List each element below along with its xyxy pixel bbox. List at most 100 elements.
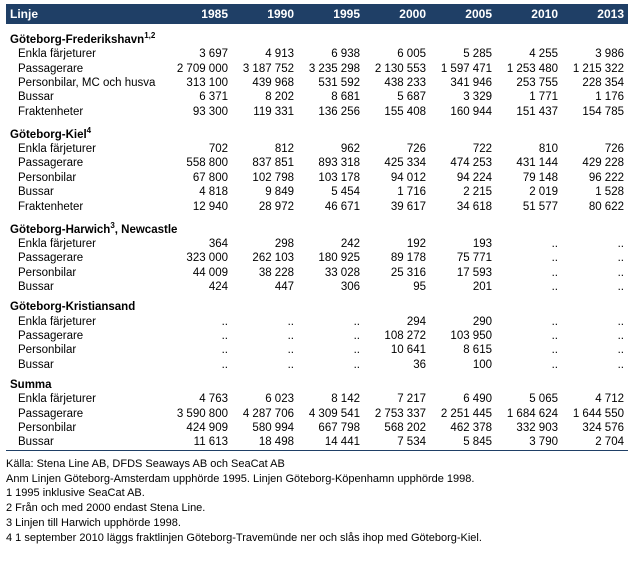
header-year: 1995: [298, 4, 364, 24]
cell: ..: [298, 358, 364, 372]
row-label: Personbilar: [6, 343, 166, 357]
table-row: Personbilar424 909580 994667 798568 2024…: [6, 421, 628, 435]
cell: 136 256: [298, 105, 364, 119]
table-row: Fraktenheter12 94028 97246 67139 61734 6…: [6, 199, 628, 213]
ferry-table: Linje 1985 1990 1995 2000 2005 2010 2013…: [6, 4, 628, 451]
cell: 10 641: [364, 343, 430, 357]
cell: ..: [562, 266, 628, 280]
cell: 51 577: [496, 199, 562, 213]
section-sup: 1,2: [144, 31, 155, 40]
cell: 12 940: [166, 199, 232, 213]
cell: 3 986: [562, 47, 628, 61]
table-row: Bussar11 61318 49814 4417 5345 8453 7902…: [6, 435, 628, 450]
cell: 424 909: [166, 421, 232, 435]
footnote-line: 4 1 september 2010 läggs fraktlinjen Göt…: [6, 531, 628, 546]
cell: 75 771: [430, 251, 496, 265]
section-title: Göteborg-Kristiansand: [6, 294, 628, 314]
cell: 8 615: [430, 343, 496, 357]
cell: 810: [496, 142, 562, 156]
cell: 3 329: [430, 90, 496, 104]
cell: 253 755: [496, 76, 562, 90]
cell: 80 622: [562, 199, 628, 213]
cell: 306: [298, 280, 364, 294]
cell: 36: [364, 358, 430, 372]
cell: ..: [562, 251, 628, 265]
cell: 67 800: [166, 171, 232, 185]
cell: 812: [232, 142, 298, 156]
row-label: Fraktenheter: [6, 199, 166, 213]
cell: ..: [562, 280, 628, 294]
cell: 726: [562, 142, 628, 156]
cell: 4 287 706: [232, 407, 298, 421]
cell: 431 144: [496, 156, 562, 170]
cell: ..: [298, 314, 364, 328]
table-body: Göteborg-Frederikshavn1,2 Enkla färjeture…: [6, 24, 628, 450]
cell: 2 704: [562, 435, 628, 450]
cell: 1 215 322: [562, 61, 628, 75]
cell: 3 235 298: [298, 61, 364, 75]
row-label: Passagerare: [6, 407, 166, 421]
cell: ..: [232, 343, 298, 357]
table-row: Enkla färjeturer4 7636 0238 1427 2176 49…: [6, 392, 628, 406]
cell: 893 318: [298, 156, 364, 170]
cell: 9 849: [232, 185, 298, 199]
cell: ..: [166, 314, 232, 328]
cell: 28 972: [232, 199, 298, 213]
footnote-line: 3 Linjen till Harwich upphörde 1998.: [6, 516, 628, 531]
row-label: Enkla färjeturer: [6, 314, 166, 328]
header-year: 2005: [430, 4, 496, 24]
cell: 103 950: [430, 329, 496, 343]
section-title: Göteborg-Harwich3, Newcastle: [6, 214, 628, 237]
cell: 341 946: [430, 76, 496, 90]
cell: 1 716: [364, 185, 430, 199]
section-title-cell: Göteborg-Harwich3, Newcastle: [6, 214, 628, 237]
cell: 103 178: [298, 171, 364, 185]
cell: 2 251 445: [430, 407, 496, 421]
cell: 108 272: [364, 329, 430, 343]
cell: 7 534: [364, 435, 430, 450]
cell: 5 285: [430, 47, 496, 61]
footnotes: Källa: Stena Line AB, DFDS Seaways AB oc…: [6, 451, 628, 546]
cell: 100: [430, 358, 496, 372]
cell: 722: [430, 142, 496, 156]
table-row: Bussar......36100....: [6, 358, 628, 372]
cell: 89 178: [364, 251, 430, 265]
section-title-cell: Göteborg-Frederikshavn1,2: [6, 24, 628, 47]
cell: 837 851: [232, 156, 298, 170]
cell: 2 753 337: [364, 407, 430, 421]
cell: 438 233: [364, 76, 430, 90]
row-label: Personbilar: [6, 266, 166, 280]
cell: 46 671: [298, 199, 364, 213]
cell: 96 222: [562, 171, 628, 185]
table-row: Passagerare2 709 0003 187 7523 235 2982 …: [6, 61, 628, 75]
row-label: Enkla färjeturer: [6, 142, 166, 156]
cell: 429 228: [562, 156, 628, 170]
table-row: Personbilar44 00938 22833 02825 31617 59…: [6, 266, 628, 280]
cell: 25 316: [364, 266, 430, 280]
cell: 262 103: [232, 251, 298, 265]
row-label: Fraktenheter: [6, 105, 166, 119]
cell: 531 592: [298, 76, 364, 90]
footnote-line: 2 Från och med 2000 endast Stena Line.: [6, 501, 628, 516]
cell: 33 028: [298, 266, 364, 280]
cell: 154 785: [562, 105, 628, 119]
cell: 201: [430, 280, 496, 294]
table-row: Personbilar, MC och husva313 100439 9685…: [6, 76, 628, 90]
table-row: Enkla färjeturer......294290....: [6, 314, 628, 328]
cell: ..: [562, 358, 628, 372]
cell: ..: [496, 266, 562, 280]
row-label: Bussar: [6, 358, 166, 372]
cell: 474 253: [430, 156, 496, 170]
cell: ..: [232, 314, 298, 328]
cell: 6 023: [232, 392, 298, 406]
cell: 6 371: [166, 90, 232, 104]
section-title-suffix: , Newcastle: [115, 224, 178, 236]
cell: 2 019: [496, 185, 562, 199]
cell: 160 944: [430, 105, 496, 119]
cell: 290: [430, 314, 496, 328]
cell: 962: [298, 142, 364, 156]
cell: 6 938: [298, 47, 364, 61]
cell: 1 597 471: [430, 61, 496, 75]
table-row: Passagerare323 000262 103180 92589 17875…: [6, 251, 628, 265]
row-label: Personbilar: [6, 421, 166, 435]
